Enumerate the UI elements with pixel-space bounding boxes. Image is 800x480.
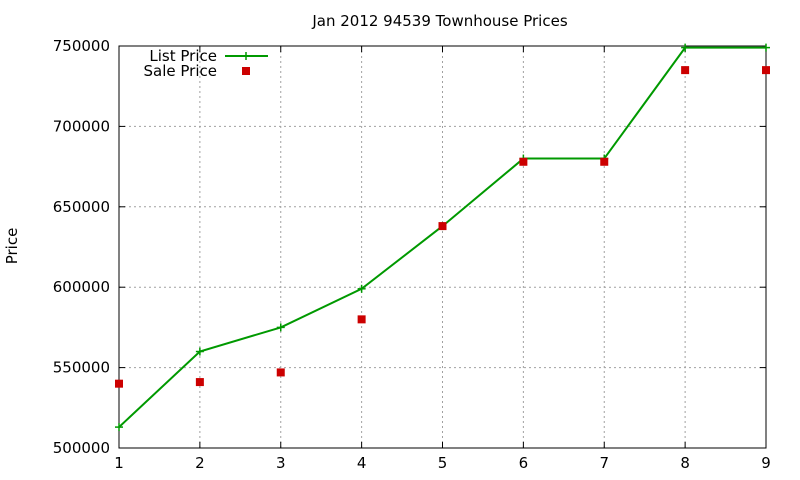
x-tick-label: 8: [680, 454, 690, 472]
legend-label-sale-price: Sale Price: [144, 62, 217, 80]
x-tick-label: 5: [438, 454, 448, 472]
list-price-point: [276, 323, 285, 332]
y-tick-label: 650000: [53, 198, 110, 216]
legend-swatches: [225, 52, 268, 75]
sale-price-point: [115, 379, 123, 388]
list-price-point: [115, 423, 123, 432]
sale-price-point: [519, 157, 528, 166]
sale-price-point: [438, 222, 447, 231]
x-tick-label: 6: [519, 454, 529, 472]
list-price-point: [681, 43, 690, 52]
x-tick-label: 2: [195, 454, 205, 472]
x-tick-label: 1: [114, 454, 124, 472]
y-tick-label: 700000: [53, 117, 110, 135]
y-tick-label: 750000: [53, 37, 110, 55]
sale-price-point: [681, 66, 690, 75]
y-tick-label: 600000: [53, 278, 110, 296]
y-tick-label: 500000: [53, 439, 110, 457]
x-tick-label: 7: [599, 454, 609, 472]
sale-price-point: [195, 378, 204, 387]
sale-price-point: [762, 66, 770, 75]
legend-label-list-price: List Price: [149, 47, 217, 65]
sale-price-point: [357, 315, 366, 324]
list-price-legend-marker: [242, 52, 250, 60]
legend: List Price Sale Price: [144, 47, 268, 80]
sale-price-point: [276, 368, 285, 377]
tick-layer: 500000 550000 600000 650000 700000 750000 1 2 3 4…: [53, 37, 771, 472]
sale-price-point: [600, 157, 609, 166]
x-tick-label: 4: [357, 454, 367, 472]
list-price-point: [357, 284, 366, 293]
x-tick-label: 9: [761, 454, 771, 472]
list-price-point: [195, 347, 204, 356]
y-axis-label: Price: [3, 228, 21, 265]
y-tick-label: 550000: [53, 359, 110, 377]
list-price-point: [762, 43, 770, 52]
grid-layer: [119, 46, 766, 448]
x-tick-label: 3: [276, 454, 286, 472]
plot-frame: [118, 45, 767, 449]
sale-price-legend-marker: [242, 67, 250, 75]
chart-title: Jan 2012 94539 Townhouse Prices: [311, 12, 567, 30]
series-layer: [115, 43, 770, 432]
